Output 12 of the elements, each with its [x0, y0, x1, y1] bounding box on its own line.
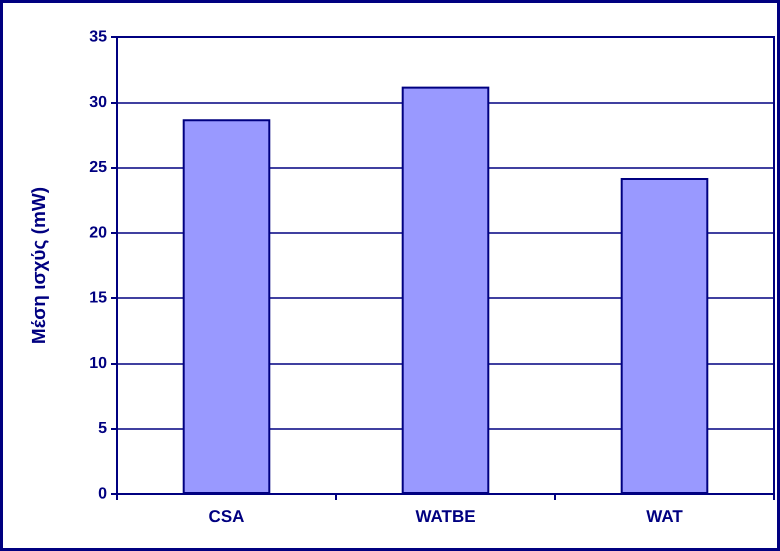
- y-tick-label: 5: [98, 420, 108, 438]
- y-tick-label: 15: [89, 290, 108, 307]
- y-tick-label: 35: [89, 28, 108, 46]
- x-tick-label: WAT: [646, 507, 684, 526]
- y-tick-label: 20: [89, 224, 108, 242]
- x-tick-label: WATBE: [415, 507, 476, 526]
- y-tick-label: 0: [98, 486, 108, 502]
- y-tick-label: 25: [89, 159, 108, 176]
- y-axis-title: Μέση ισχύς (mW): [29, 186, 50, 344]
- y-tick-label: 30: [89, 94, 108, 111]
- x-tick-label: CSA: [208, 507, 244, 526]
- y-tick-label: 10: [89, 354, 108, 372]
